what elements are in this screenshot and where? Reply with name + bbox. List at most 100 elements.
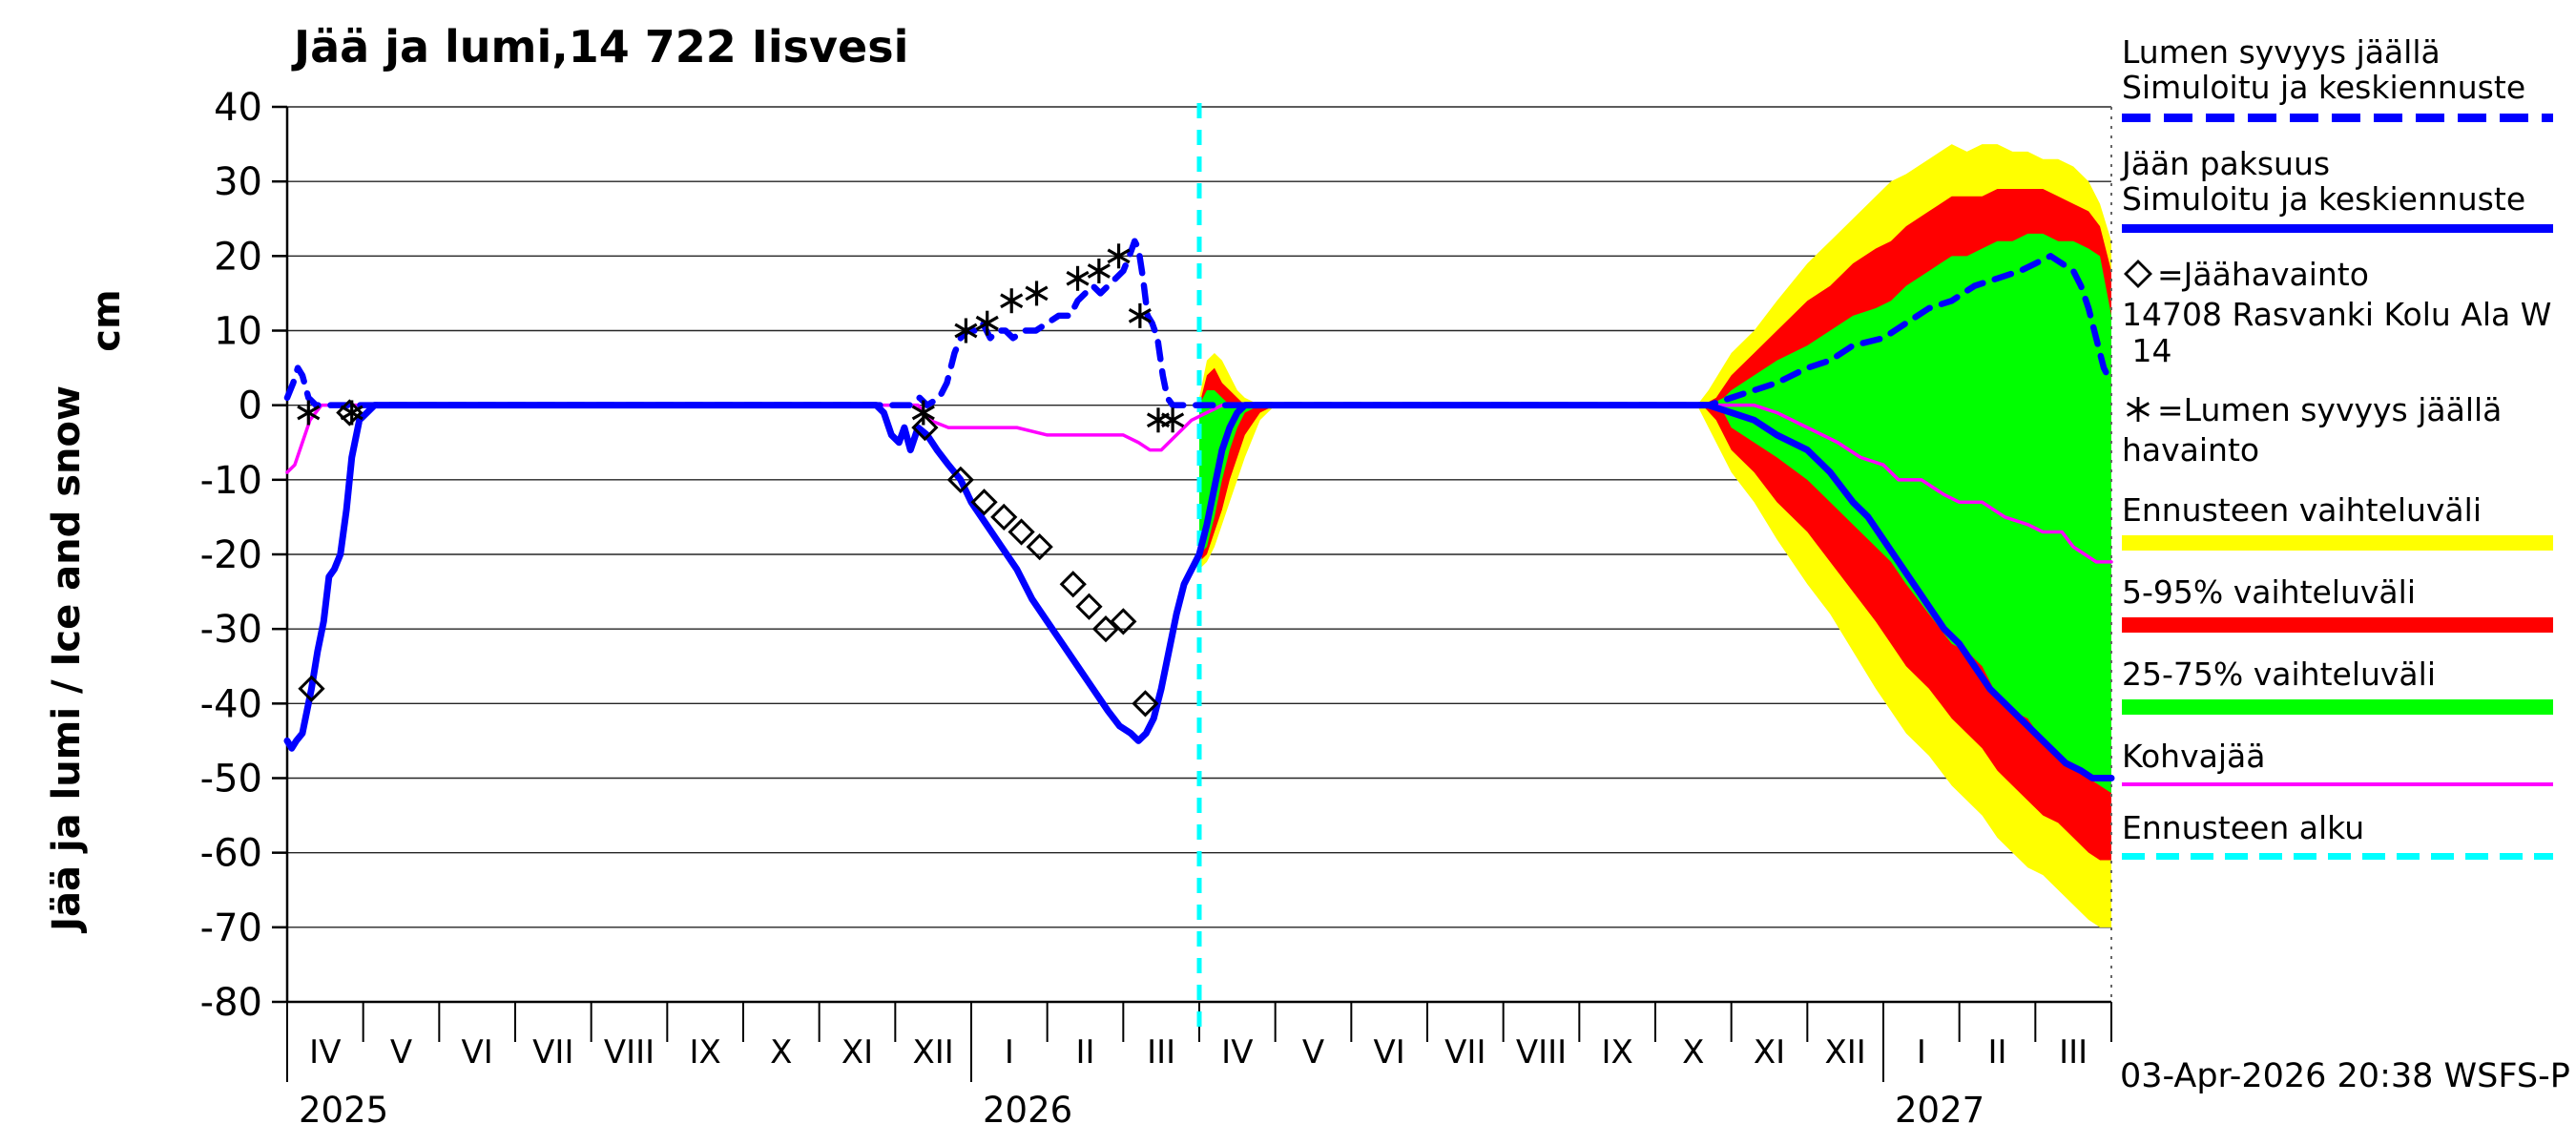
x-month-label: I [1917,1033,1926,1072]
ice-observation-diamond [911,413,939,442]
line-snow_depth_sim [283,238,2115,408]
forecast-bands [1199,144,2111,927]
chart-title: Jää ja lumi,14 722 Iisvesi [294,21,909,73]
y-tick-label: 20 [214,235,262,279]
x-month-label: IX [690,1033,721,1072]
legend-forecast-start-label-0: Ennusteen alku [2122,808,2365,846]
y-tick-label: -50 [200,758,262,802]
legend-ice-observation-label-0: =Jäähavainto [2122,257,2576,297]
legend-ice-sim-label-0: Jään paksuus [2122,144,2331,182]
legend-range-5-95-swatch [2122,617,2553,634]
ice-observation-diamond [970,489,998,516]
observation-markers [297,243,1185,718]
x-month-label: XII [912,1033,953,1072]
band-spring2026_25_75 [1199,390,1260,554]
timestamp-label: 03-Apr-2026 20:38 WSFS-P [2120,1057,2570,1095]
snow-observation-asterisk [954,323,978,339]
x-month-label: VIII [604,1033,654,1072]
snow-observation-asterisk [1161,412,1185,428]
x-month-label: II [1075,1033,1094,1072]
y-tick-label: 40 [214,86,262,130]
ice-observation-diamond [1008,518,1035,546]
snow-observation-asterisk [1087,263,1111,279]
y-tick-label: -60 [200,832,262,876]
x-month-label: XI [841,1033,873,1072]
x-month-label: IV [309,1033,341,1072]
ice-observation-diamond [946,466,974,493]
x-month-label: XI [1754,1033,1785,1072]
x-month-label: X [1682,1033,1704,1072]
legend-ice-observation-label-2: 14 [2122,331,2172,369]
x-month-label: VII [1444,1033,1485,1072]
legend-range-full: Ennusteen vaihteluväli [2122,490,2576,551]
legend-forecast-start-swatch [2122,852,2553,860]
y-tick-label: -40 [200,682,262,726]
snow-observation-asterisk [975,315,999,331]
legend-snow-sim-swatch [2122,113,2553,122]
y-tick-label: -10 [200,459,262,503]
x-year-label: 2026 [983,1090,1072,1131]
x-month-label: III [1147,1033,1175,1072]
snow-observation-asterisk [340,405,364,421]
diamond-icon [2122,258,2154,297]
legend-range-25-75-swatch [2122,699,2553,716]
legend-range-full-swatch [2122,534,2553,551]
snow-observation-asterisk [1066,270,1090,286]
legend-snow-sim-label-1: Simuloitu ja keskiennuste [2122,69,2526,107]
data-lines [283,103,2115,1029]
x-month-label: I [1005,1033,1014,1072]
legend-range-25-75: 25-75% vaihteluväli [2122,656,2576,716]
x-month-label: VII [532,1033,573,1072]
legend-ice-sim: Jään paksuus Simuloitu ja keskiennuste [2122,144,2576,234]
legend-range-25-75-label-0: 25-75% vaihteluväli [2122,656,2436,694]
y-tick-label: -80 [200,981,262,1025]
x-year-label: 2025 [299,1090,388,1131]
x-month-label: V [390,1033,412,1072]
legend-range-5-95: 5-95% vaihteluväli [2122,574,2576,634]
legend-snow-observation: =Lumen syvyys jäällä havainto [2122,392,2576,468]
snow-observation-asterisk [1128,307,1152,323]
legend-kohvajaa-swatch [2122,781,2553,786]
ice-observation-diamond [1059,571,1087,598]
x-month-label: V [1302,1033,1324,1072]
legend-ice-observation-label-1: 14708 Rasvanki Kolu Ala W [2122,296,2552,334]
y-tick-label: -20 [200,533,262,577]
snow-observation-asterisk [297,405,321,421]
legend-snow-observation-label-1: havainto [2122,431,2260,469]
band-winter2027_25_75 [1708,233,2111,794]
y-tick-label: -70 [200,906,262,950]
legend-forecast-start: Ennusteen alku [2122,808,2576,860]
legend-range-full-label-0: Ennusteen vaihteluväli [2122,490,2482,529]
ice-observation-diamond [1132,690,1159,718]
snow-observation-asterisk [1107,248,1131,264]
x-month-label: IV [1221,1033,1253,1072]
legend-kohvajaa-label-0: Kohvajää [2122,738,2266,776]
legend-ice-observation: =Jäähavainto 14708 Rasvanki Kolu Ala W 14 [2122,257,2576,368]
ice-observation-diamond [1075,593,1103,620]
legend-ice-sim-swatch [2122,224,2553,234]
ice-observation-diamond [1091,615,1120,643]
y-tick-label: -30 [200,608,262,652]
y-tick-label: 30 [214,160,262,204]
x-month-label: X [770,1033,792,1072]
ice-observation-diamond [990,503,1018,531]
legend-kohvajaa: Kohvajää [2122,738,2576,786]
x-month-label: VI [1374,1033,1405,1072]
chart-legend: Lumen syvyys jäällä Simuloitu ja keskienn… [2122,34,2576,884]
x-month-label: VIII [1516,1033,1567,1072]
ice-observation-diamond [1110,608,1137,635]
y-tick-label: 0 [239,385,262,428]
x-year-label: 2027 [1895,1090,1984,1131]
ice-observation-diamond [1026,533,1053,561]
ice-observation-diamond [298,675,325,702]
line-ice_thickness_sim [283,402,2115,781]
y-tick-label: 10 [214,310,262,354]
x-month-label: XII [1824,1033,1865,1072]
asterisk-icon [2122,393,2154,432]
legend-ice-sim-label-1: Simuloitu ja keskiennuste [2122,179,2526,218]
legend-snow-sim-label-0: Lumen syvyys jäällä [2122,33,2441,71]
x-month-label: III [2059,1033,2088,1072]
